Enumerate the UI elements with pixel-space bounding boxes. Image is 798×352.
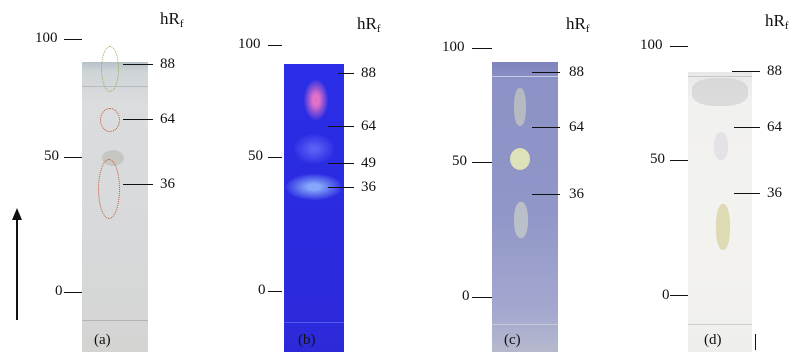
rf-tick-64 bbox=[532, 127, 560, 129]
axis-label-100: 100 bbox=[640, 37, 663, 53]
rf-tick-36 bbox=[532, 194, 560, 196]
rf-tick-64 bbox=[734, 127, 760, 129]
axis-label-50: 50 bbox=[650, 151, 665, 167]
axis-tick-50 bbox=[670, 160, 688, 162]
axis-label-0: 0 bbox=[258, 282, 266, 298]
axis-tick-50 bbox=[64, 157, 82, 159]
panel-caption: (b) bbox=[298, 332, 316, 348]
arrow-up-icon bbox=[12, 208, 22, 220]
spot-outline-64 bbox=[100, 108, 120, 132]
hrf-header: hRf bbox=[357, 14, 381, 35]
tlc-plate-d bbox=[688, 72, 752, 352]
rf-tick-88 bbox=[732, 71, 760, 73]
axis-label-50: 50 bbox=[452, 153, 467, 169]
rf-tick-36 bbox=[328, 187, 354, 189]
panel-caption: (c) bbox=[504, 332, 521, 348]
hrf-header: hRf bbox=[566, 14, 590, 35]
axis-tick-100 bbox=[472, 48, 492, 50]
panel-b: hRf 100 50 0 88 64 49 36 (b) bbox=[200, 0, 400, 352]
axis-tick-0 bbox=[472, 297, 492, 299]
rf-label-64: 64 bbox=[361, 118, 376, 134]
rf-label-64: 64 bbox=[160, 111, 175, 127]
rf-label-88: 88 bbox=[361, 65, 376, 81]
panel-a: hRf 100 50 0 88 64 36 (a) bbox=[0, 0, 200, 352]
panel-caption: (d) bbox=[704, 332, 722, 348]
spot-outline-36 bbox=[98, 159, 120, 219]
axis-label-0: 0 bbox=[55, 283, 63, 299]
axis-tick-0 bbox=[64, 292, 82, 294]
spot-outline-88 bbox=[101, 46, 119, 92]
rf-tick-36 bbox=[123, 184, 153, 186]
tlc-plate-b bbox=[284, 64, 344, 352]
axis-label-50: 50 bbox=[44, 148, 59, 164]
rf-tick-64 bbox=[328, 126, 354, 128]
axis-tick-100 bbox=[268, 45, 282, 47]
tlc-plate-c bbox=[492, 62, 558, 352]
rf-label-49: 49 bbox=[361, 155, 376, 171]
axis-tick-50 bbox=[268, 157, 282, 159]
rf-tick-88 bbox=[338, 73, 354, 75]
axis-label-100: 100 bbox=[238, 36, 261, 52]
axis-tick-0 bbox=[268, 291, 282, 293]
hrf-header: hRf bbox=[765, 11, 789, 32]
panel-d: hRf 100 50 0 88 64 36 (d) bbox=[600, 0, 798, 352]
rf-label-36: 36 bbox=[160, 176, 175, 192]
hrf-header: hRf bbox=[160, 9, 184, 30]
arrow-shaft bbox=[16, 218, 18, 320]
axis-tick-100 bbox=[670, 46, 688, 48]
rf-label-88: 88 bbox=[767, 63, 782, 79]
panel-caption: (a) bbox=[94, 332, 111, 348]
rf-tick-88 bbox=[123, 64, 153, 66]
axis-tick-0 bbox=[670, 295, 688, 297]
rf-tick-49 bbox=[328, 163, 354, 165]
rf-label-88: 88 bbox=[569, 64, 584, 80]
rf-label-36: 36 bbox=[767, 185, 782, 201]
rf-label-88: 88 bbox=[160, 56, 175, 72]
axis-label-0: 0 bbox=[662, 287, 670, 303]
rf-label-64: 64 bbox=[767, 119, 782, 135]
rf-tick-36 bbox=[734, 193, 760, 195]
corner-tick bbox=[755, 334, 757, 350]
rf-label-36: 36 bbox=[569, 186, 584, 202]
axis-label-0: 0 bbox=[462, 288, 470, 304]
axis-label-50: 50 bbox=[248, 148, 263, 164]
rf-label-36: 36 bbox=[361, 179, 376, 195]
rf-tick-64 bbox=[123, 119, 153, 121]
axis-label-100: 100 bbox=[442, 39, 465, 55]
axis-label-100: 100 bbox=[35, 30, 58, 46]
rf-tick-88 bbox=[532, 72, 560, 74]
panel-c: hRf 100 50 0 88 64 36 (c) bbox=[400, 0, 600, 352]
axis-tick-50 bbox=[472, 162, 492, 164]
rf-label-64: 64 bbox=[569, 119, 584, 135]
axis-tick-100 bbox=[64, 39, 82, 41]
